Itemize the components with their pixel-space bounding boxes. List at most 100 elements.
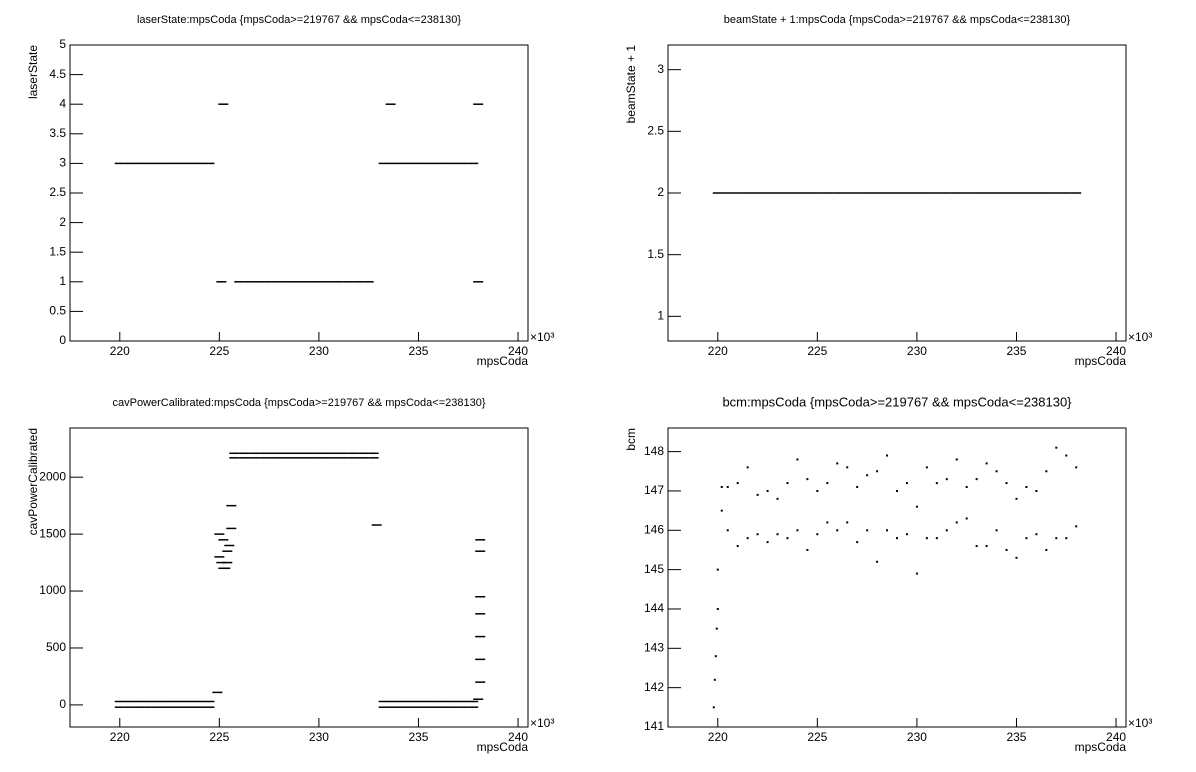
point	[184, 706, 195, 708]
point	[886, 454, 889, 457]
point	[832, 192, 843, 194]
point	[418, 706, 429, 708]
x-axis-label: mpsCoda	[1075, 740, 1127, 754]
x-tick-label: 225	[807, 344, 827, 358]
point	[212, 691, 223, 694]
x-tick-label: 235	[1006, 730, 1026, 744]
x-exponent: ×10³	[1128, 716, 1152, 730]
point	[762, 192, 773, 194]
point	[995, 470, 998, 473]
x-tick-label: 220	[110, 344, 130, 358]
point	[298, 452, 309, 455]
point	[239, 457, 250, 459]
x-axis-label: mpsCoda	[1075, 354, 1127, 368]
point	[408, 706, 419, 708]
point	[806, 478, 809, 481]
point	[935, 482, 938, 485]
point	[343, 281, 354, 283]
point	[722, 192, 733, 194]
x-axis-label: mpsCoda	[477, 740, 529, 754]
point	[975, 478, 978, 481]
point	[752, 192, 763, 194]
point	[1041, 192, 1052, 194]
point	[475, 658, 486, 661]
point	[294, 281, 304, 283]
point	[204, 700, 215, 703]
point	[921, 192, 932, 194]
point	[1065, 537, 1068, 540]
point	[732, 192, 743, 194]
point	[1071, 192, 1082, 194]
point	[971, 192, 982, 194]
point	[816, 489, 819, 492]
point	[328, 457, 339, 459]
y-tick-label: 141	[644, 719, 664, 733]
point	[388, 162, 399, 165]
point	[226, 527, 237, 530]
point	[114, 706, 125, 708]
point	[1051, 192, 1062, 194]
point	[806, 548, 809, 551]
point	[816, 533, 819, 536]
point	[802, 192, 813, 194]
point	[716, 607, 719, 610]
point	[475, 613, 486, 615]
point	[1055, 446, 1058, 449]
chart-title: cavPowerCalibrated:mpsCoda {mpsCoda>=219…	[112, 397, 485, 409]
point	[164, 700, 175, 703]
point	[796, 458, 799, 461]
x-tick-label: 230	[309, 730, 329, 744]
point	[218, 539, 229, 541]
x-tick-label: 230	[907, 344, 927, 358]
point	[438, 162, 449, 165]
plot-frame	[69, 427, 529, 728]
y-axis-label: bcm	[624, 428, 638, 451]
point	[308, 457, 319, 459]
y-tick-label: 0	[59, 333, 66, 347]
y-tick-label: 146	[644, 522, 664, 536]
x-tick-label: 225	[209, 344, 229, 358]
point	[975, 545, 978, 548]
point	[468, 706, 479, 708]
point	[222, 550, 233, 552]
point	[905, 482, 908, 485]
point	[388, 706, 399, 708]
point	[786, 537, 789, 540]
point	[174, 162, 185, 165]
point	[925, 466, 928, 469]
point	[239, 452, 250, 455]
point	[194, 706, 205, 708]
point	[184, 700, 195, 703]
point	[886, 529, 889, 532]
y-tick-label: 1000	[39, 583, 66, 597]
point	[418, 162, 429, 165]
point	[796, 529, 799, 532]
point	[124, 162, 135, 165]
y-tick-label: 148	[644, 444, 664, 458]
point	[194, 700, 205, 703]
point	[812, 192, 823, 194]
point	[882, 192, 893, 194]
point	[220, 567, 231, 570]
point	[134, 706, 145, 708]
x-tick-label: 220	[110, 730, 130, 744]
point	[945, 529, 948, 532]
point	[756, 493, 759, 496]
point	[124, 700, 135, 703]
point	[736, 545, 739, 548]
y-tick-label: 1	[657, 309, 664, 323]
point	[955, 458, 958, 461]
point	[876, 470, 879, 473]
point	[475, 550, 486, 552]
point	[945, 478, 948, 481]
point	[229, 457, 240, 459]
point	[856, 486, 859, 489]
y-tick-label: 3	[657, 62, 664, 76]
x-exponent: ×10³	[530, 330, 554, 344]
y-tick-label: 1500	[39, 526, 66, 540]
point	[216, 281, 227, 283]
point	[338, 457, 349, 459]
point	[955, 521, 958, 524]
x-tick-label: 230	[309, 344, 329, 358]
